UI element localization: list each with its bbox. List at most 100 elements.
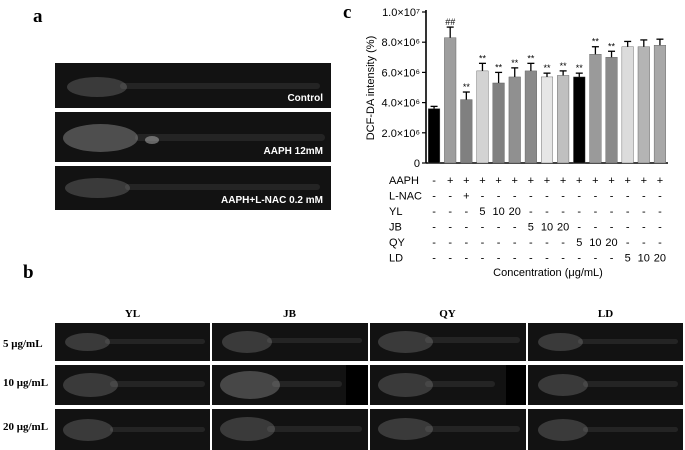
panel-a-image-label: Control [287,93,323,104]
condition-cell: + [544,175,550,187]
condition-cell: + [608,175,614,187]
significance-label: ## [445,17,455,27]
y-tick-label: 0 [414,158,420,170]
condition-cell: + [479,175,485,187]
panel-b-column-header: JB [283,308,296,320]
condition-cell: - [626,206,630,218]
condition-cell: + [447,175,453,187]
condition-cell: - [432,175,436,187]
condition-cell: - [513,191,517,203]
condition-cell: - [610,206,614,218]
condition-row-label: L-NAC [389,191,422,203]
condition-cell: - [464,253,468,265]
condition-cell: - [448,206,452,218]
condition-cell: - [577,206,581,218]
bar [460,99,473,164]
bar [637,46,650,164]
bar [444,37,457,164]
condition-cell: - [642,191,646,203]
condition-cell: - [448,222,452,234]
condition-cell: - [529,237,533,249]
condition-cell: - [513,222,517,234]
y-tick-label: 8.0×10⁶ [382,37,420,49]
condition-cell: 10 [638,253,650,265]
condition-cell: - [577,222,581,234]
panel-a-letter: a [33,6,43,27]
panel-b-image [212,365,368,405]
significance-label: ** [608,41,616,51]
condition-cell: - [561,206,565,218]
condition-cell: - [448,237,452,249]
condition-cell: - [658,222,662,234]
panel-a-image-aaph: AAPH 12mM [55,112,331,162]
condition-row-label: QY [389,237,406,249]
condition-cell: - [594,222,598,234]
condition-cell: - [464,222,468,234]
bar [428,108,441,164]
condition-cell: - [610,191,614,203]
condition-cell: 5 [625,253,631,265]
condition-cell: - [561,191,565,203]
significance-label: ** [463,82,471,92]
condition-cell: - [448,191,452,203]
condition-cell: - [594,253,598,265]
condition-cell: - [545,237,549,249]
panel-a-image-label: AAPH 12mM [263,146,323,157]
condition-cell: - [658,237,662,249]
bar [589,54,602,164]
panel-b-image [370,365,526,405]
condition-cell: - [545,191,549,203]
panel-b-image [370,323,526,361]
panel-b-image [528,365,683,405]
condition-cell: - [545,253,549,265]
condition-cell: - [529,253,533,265]
condition-cell: - [432,191,436,203]
condition-cell: - [481,191,485,203]
condition-cell: + [641,175,647,187]
condition-cell: - [497,253,501,265]
condition-cell: + [576,175,582,187]
panel-b-image [528,323,683,361]
condition-cell: - [432,222,436,234]
condition-cell: 20 [605,237,617,249]
panel-b-row-header: 10 μg/mL [3,377,49,389]
x-axis-label: Concentration (μg/mL) [493,267,603,279]
condition-cell: 20 [557,222,569,234]
condition-row-label: LD [389,253,403,265]
condition-cell: 5 [576,237,582,249]
condition-cell: - [642,206,646,218]
condition-cell: 5 [479,206,485,218]
panel-a-image-label: AAPH+L-NAC 0.2 mM [221,195,323,206]
condition-cell: - [626,191,630,203]
condition-cell: - [626,222,630,234]
significance-label: ** [495,62,503,72]
condition-cell: + [657,175,663,187]
panel-a-image-control: Control [55,63,331,108]
panel-b-image [55,323,210,361]
condition-cell: - [481,253,485,265]
bar [476,70,489,164]
bar [540,76,554,164]
condition-cell: - [658,191,662,203]
panel-b-letter: b [23,262,34,283]
condition-cell: - [529,191,533,203]
y-tick-label: 6.0×10⁶ [382,67,420,79]
condition-cell: - [545,206,549,218]
panel-b-image [528,409,683,450]
bar [621,46,634,164]
condition-cell: + [528,175,534,187]
condition-cell: + [592,175,598,187]
bar [524,70,537,164]
panel-b-image [55,365,210,405]
significance-label: ** [511,58,519,68]
condition-cell: - [513,237,517,249]
condition-cell: 20 [654,253,666,265]
significance-label: ** [479,53,487,63]
condition-cell: - [448,253,452,265]
condition-cell: - [577,191,581,203]
bar [508,76,521,164]
condition-cell: - [642,237,646,249]
y-tick-label: 4.0×10⁶ [382,98,420,110]
condition-cell: - [529,206,533,218]
condition-cell: - [497,222,501,234]
